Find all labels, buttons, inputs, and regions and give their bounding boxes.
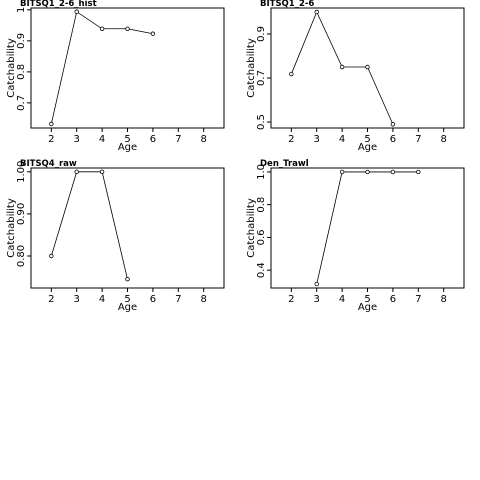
data-line <box>316 171 419 285</box>
x-tick-label: 6 <box>150 134 156 145</box>
data-point <box>365 169 370 175</box>
data-point <box>339 64 345 70</box>
x-tick-label: 3 <box>314 134 320 145</box>
y-axis-label: Catchability <box>246 198 257 258</box>
data-point <box>390 122 396 127</box>
y-axis-label: Catchability <box>6 198 17 258</box>
data-point <box>416 169 421 175</box>
panel-title: BITSQ1_2-6_hist <box>20 0 97 9</box>
data-point <box>339 169 345 175</box>
x-tick-label: 2 <box>288 294 294 305</box>
x-axis-label: Age <box>358 302 377 313</box>
x-tick-label: 3 <box>74 294 80 305</box>
panel-title: Den_Trawl <box>260 159 309 169</box>
x-tick-label: 8 <box>200 134 206 145</box>
x-tick-label: 7 <box>175 294 181 305</box>
x-tick-label: 4 <box>339 134 345 145</box>
y-tick-label: 0.7 <box>16 95 27 111</box>
y-tick-label: 0.9 <box>256 26 267 42</box>
y-tick-label: 0.9 <box>16 33 27 49</box>
panel-title: BITSQ4_raw <box>20 159 77 169</box>
x-tick-label: 6 <box>390 294 396 305</box>
y-tick-label: 1.00 <box>16 161 27 183</box>
data-point <box>314 9 319 15</box>
data-point <box>390 169 396 175</box>
data-point <box>314 281 319 287</box>
y-tick-label: 0.6 <box>256 229 267 245</box>
y-axis-label: Catchability <box>246 38 257 98</box>
y-tick-label: 1 <box>16 7 27 13</box>
plot-frame <box>30 7 225 129</box>
x-tick-label: 5 <box>124 134 130 145</box>
x-tick-label: 4 <box>99 294 105 305</box>
x-tick-label: 2 <box>288 134 294 145</box>
y-tick-label: 0.5 <box>256 114 267 130</box>
y-tick-label: 0.7 <box>256 70 267 86</box>
data-point <box>365 64 370 70</box>
y-tick-label: 0.4 <box>256 262 267 278</box>
x-tick-label: 3 <box>314 294 320 305</box>
data-point <box>49 253 54 259</box>
data-point <box>150 31 156 36</box>
y-tick-label: 0.90 <box>16 203 27 225</box>
y-axis-label: Catchability <box>6 38 17 98</box>
data-point <box>74 9 79 14</box>
x-tick-label: 4 <box>99 134 105 145</box>
x-tick-label: 7 <box>415 134 421 145</box>
x-tick-label: 2 <box>48 294 54 305</box>
y-tick-label: 0.8 <box>16 64 27 80</box>
data-point <box>99 26 105 31</box>
x-tick-label: 3 <box>74 134 80 145</box>
panel-title: BITSQ1_2-6 <box>260 0 314 9</box>
x-axis-label: Age <box>118 302 137 313</box>
data-point <box>74 169 79 174</box>
x-axis-label: Age <box>118 142 137 153</box>
x-tick-label: 5 <box>364 294 370 305</box>
y-tick-label: 0.8 <box>256 197 267 213</box>
data-point <box>289 71 294 77</box>
y-tick-label: 0.80 <box>16 245 27 267</box>
data-point <box>49 121 54 127</box>
data-point <box>125 276 130 282</box>
x-tick-label: 7 <box>175 134 181 145</box>
x-tick-label: 2 <box>48 134 54 145</box>
x-tick-label: 6 <box>390 134 396 145</box>
x-tick-label: 5 <box>124 294 130 305</box>
x-tick-label: 8 <box>440 294 446 305</box>
x-tick-label: 6 <box>150 294 156 305</box>
data-point <box>99 169 105 174</box>
x-tick-label: 5 <box>364 134 370 145</box>
x-tick-label: 7 <box>415 294 421 305</box>
x-tick-label: 8 <box>440 134 446 145</box>
data-point <box>125 26 130 31</box>
x-tick-label: 4 <box>339 294 345 305</box>
plot-frame <box>270 167 465 289</box>
data-line <box>50 171 128 280</box>
y-tick-label: 1.0 <box>256 164 267 180</box>
x-axis-label: Age <box>358 142 377 153</box>
x-tick-label: 8 <box>200 294 206 305</box>
